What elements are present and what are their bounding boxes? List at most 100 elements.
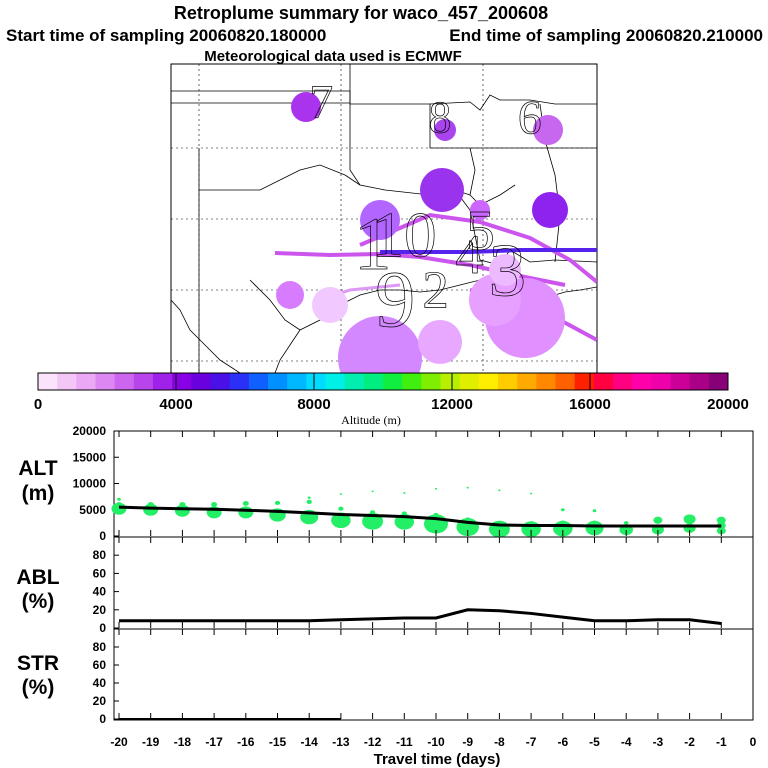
str-panel-unit: (%) xyxy=(22,676,55,699)
x-axis-label: Travel time (days) xyxy=(374,751,501,768)
colorbar-swatch xyxy=(344,373,365,390)
colorbar-frame xyxy=(37,372,729,391)
alt-cluster-marker xyxy=(274,500,281,506)
end-time-label: End time of sampling 20060820.210000 xyxy=(449,26,763,45)
plume-cluster-labels: 12 345 6 7 8 910 xyxy=(309,77,542,345)
colorbar-tick-label: 8000 xyxy=(297,396,330,413)
y-tick-label: 20 xyxy=(93,694,107,708)
alt-cluster-marker xyxy=(403,492,406,494)
colorbar-swatch xyxy=(172,373,192,390)
colorbar-swatch xyxy=(57,373,77,390)
x-tick-label: -9 xyxy=(462,735,473,749)
colorbar-swatch xyxy=(421,373,441,390)
plume-blob-3b xyxy=(469,274,521,326)
cluster-label-6: 6 xyxy=(518,93,542,145)
x-tick-label: -11 xyxy=(396,735,413,749)
plume-track-north xyxy=(359,212,597,284)
x-tick-label: -8 xyxy=(494,735,505,749)
alt-cluster-marker xyxy=(653,516,663,524)
figure-title: Retroplume summary for waco_457_200608 xyxy=(174,3,548,23)
y-tick-label: 20000 xyxy=(73,424,107,438)
alt-cluster-marker xyxy=(371,490,374,493)
x-tick-label: -20 xyxy=(110,735,128,749)
x-tick-label: 0 xyxy=(750,735,757,749)
colorbar-swatch xyxy=(536,373,556,390)
colorbar-swatch xyxy=(498,373,518,390)
alt-cluster-marker xyxy=(560,508,565,512)
cluster-label-2: 2 xyxy=(422,262,448,320)
colorbar-swatch xyxy=(210,373,231,390)
alt-cluster-marker xyxy=(498,489,501,492)
y-tick-label: 40 xyxy=(93,585,107,599)
colorbar-swatch xyxy=(248,373,269,390)
colorbar-swatch xyxy=(287,373,307,390)
y-tick-label: 10000 xyxy=(73,477,107,491)
x-tick-label: -16 xyxy=(237,735,255,749)
alt-cluster-marker xyxy=(683,514,696,524)
alt-cluster-marker xyxy=(117,497,121,501)
y-tick-label: 80 xyxy=(93,548,107,562)
cluster-label-3: 3 xyxy=(489,230,527,313)
colorbar-tick-label: 12000 xyxy=(431,396,473,413)
plume-blob-1 xyxy=(360,200,400,240)
alt-panel: ALT (m) 20000 15000 10000 5000 0 xyxy=(18,424,754,543)
plume-blob-2 xyxy=(418,320,462,364)
alt-mean-line xyxy=(118,505,722,528)
alt-cluster-marker xyxy=(529,492,533,495)
map-boundaries xyxy=(171,64,597,373)
plume-track-main xyxy=(380,248,597,254)
alt-cluster-marker xyxy=(331,512,351,529)
colorbar-swatch xyxy=(153,373,173,390)
colorbar-swatch xyxy=(76,373,96,390)
abl-panel-label: ABL xyxy=(16,566,59,589)
x-tick-label: -4 xyxy=(621,735,632,749)
plume-blob-9 xyxy=(338,316,422,373)
plume-track-west xyxy=(274,251,566,287)
x-tick-label: -15 xyxy=(269,735,287,749)
y-tick-label: 15000 xyxy=(73,450,107,464)
plume-blob-1b xyxy=(312,287,348,323)
alt-cluster-marker xyxy=(466,486,469,489)
colorbar-swatch xyxy=(651,373,671,390)
alt-cluster-marker xyxy=(147,502,154,507)
plume-blob-7 xyxy=(291,92,321,122)
abl-panel-unit: (%) xyxy=(22,590,55,613)
alt-cluster-marker xyxy=(465,517,470,521)
colorbar-swatch xyxy=(402,373,422,390)
colorbar-swatch xyxy=(670,373,691,390)
alt-cluster-marker xyxy=(242,501,249,506)
str-panel-frame xyxy=(113,628,754,721)
alt-cluster-marker xyxy=(560,520,566,525)
colorbar-swatch xyxy=(574,373,595,390)
alt-cluster-marker xyxy=(716,516,726,524)
colorbar-swatch xyxy=(268,373,288,390)
colorbar-tick-label: 4000 xyxy=(159,396,192,413)
alt-cluster-marker xyxy=(592,509,597,513)
alt-cluster-marker xyxy=(338,506,344,511)
colorbar-label: Altitude (m) xyxy=(341,413,401,427)
cluster-label-9: 9 xyxy=(375,256,415,344)
plume-blob-8b xyxy=(276,281,304,309)
alt-panel-unit: (m) xyxy=(22,482,55,505)
colorbar-swatch xyxy=(306,373,326,390)
plume-blob-10 xyxy=(420,168,464,212)
x-tick-label: -18 xyxy=(174,735,192,749)
alt-cluster-marker xyxy=(434,487,438,490)
cluster-label-4: 4 xyxy=(455,224,483,285)
plume-blobs xyxy=(276,92,568,373)
colorbar-swatch xyxy=(478,373,499,390)
alt-cluster-marker xyxy=(211,502,218,507)
start-time-label: Start time of sampling 20060820.180000 xyxy=(6,26,326,45)
colorbar-swatch xyxy=(133,373,154,390)
x-tick-label: -13 xyxy=(332,735,350,749)
colorbar-swatch xyxy=(555,373,576,390)
x-tick-label: -14 xyxy=(301,735,319,749)
colorbar-swatch xyxy=(95,373,116,390)
y-tick-label: 80 xyxy=(93,640,107,654)
y-tick-label: 0 xyxy=(99,621,106,635)
alt-cluster-marker xyxy=(623,521,629,525)
colorbar-swatch xyxy=(38,373,58,390)
x-tick-label: -1 xyxy=(716,735,727,749)
colorbar-swatch xyxy=(517,373,537,390)
